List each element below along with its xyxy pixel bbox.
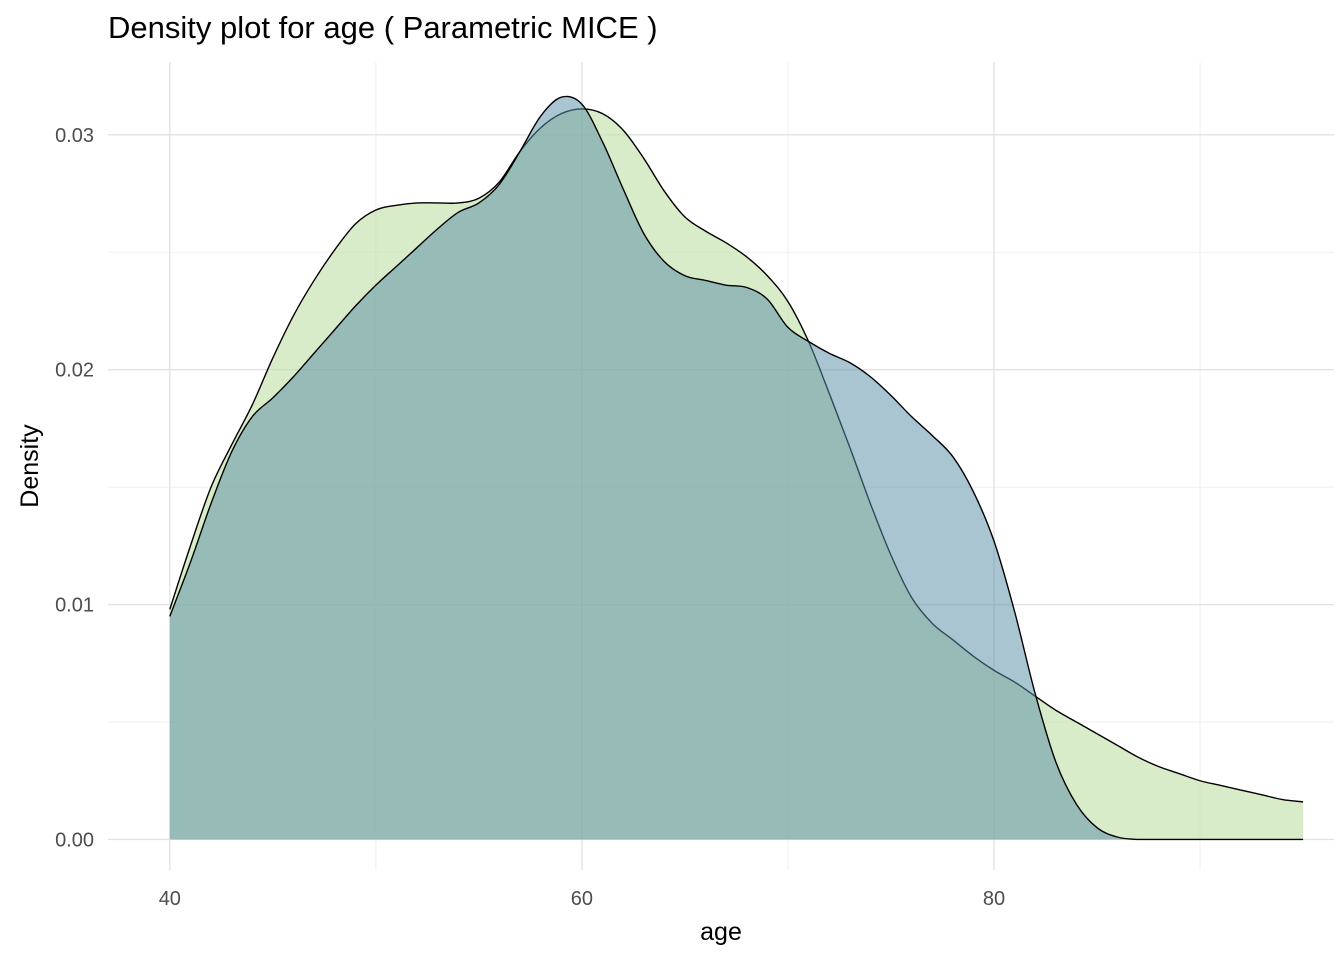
x-tick-label: 60 [571,888,593,910]
y-axis-ticks: 0.00 0.01 0.02 0.03 [55,125,94,852]
x-tick-label: 80 [983,888,1005,910]
y-tick-label: 0.00 [55,829,94,851]
y-tick-label: 0.03 [55,125,94,147]
y-axis-title: Density [16,424,44,508]
density-line-1 [169,108,1304,803]
chart-title: Density plot for age ( Parametric MICE ) [108,10,658,45]
density-series [169,95,1304,841]
x-tick-label: 40 [159,888,181,910]
y-tick-label: 0.02 [55,360,94,382]
x-axis-ticks: 40 60 80 [159,888,1005,910]
x-axis-title: age [700,918,742,946]
density-line-2 [169,95,1304,841]
density-area-2 [169,96,1304,840]
y-tick-label: 0.01 [55,595,94,617]
